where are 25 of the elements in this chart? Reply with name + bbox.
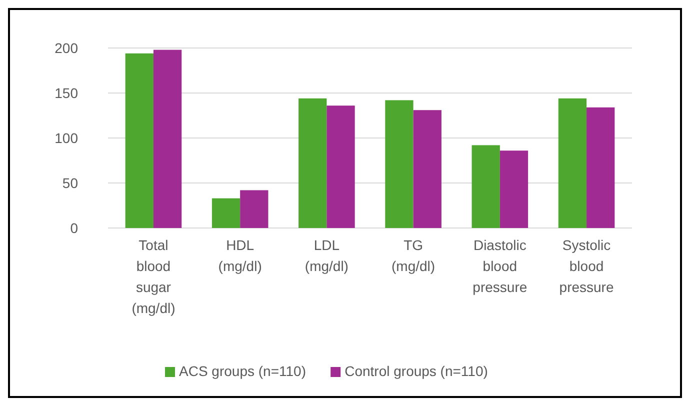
x-tick-label: TG (mg/dl) [392,237,436,274]
bar [472,145,500,228]
bar [153,50,182,228]
bar [212,198,240,228]
x-tick-label: LDL (mg/dl) [304,237,348,274]
legend-label: Control groups (n=110) [344,363,488,379]
y-tick-label: 200 [54,40,78,56]
bar [298,98,327,228]
x-tick-label: Systolic blood pressure [559,237,614,295]
x-tick-label: HDL (mg/dl) [218,237,262,274]
y-tick-label: 150 [54,84,78,101]
x-tick-label: Diastolic blood pressure [472,237,528,295]
bar [240,190,268,228]
x-tick-label: Total blood sugar (mg/dl) [132,237,176,316]
bar [586,107,615,228]
y-tick-label: 50 [62,174,78,191]
bar [125,53,154,228]
bar [326,106,355,228]
bar [558,98,587,228]
bar [500,150,528,228]
bar [413,110,442,228]
y-tick-label: 100 [54,130,78,146]
legend-label: ACS groups (n=110) [179,363,306,379]
bar [385,100,414,228]
y-tick-label: 0 [70,220,78,236]
